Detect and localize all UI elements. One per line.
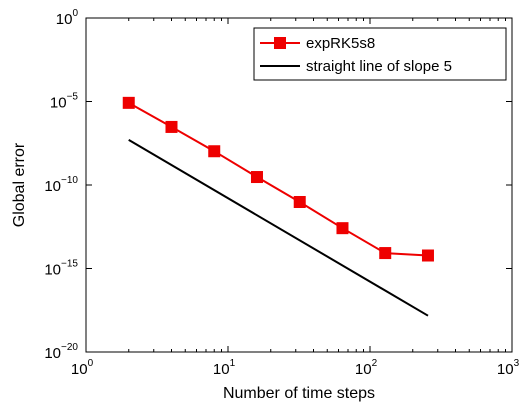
x-tick-label: 100 xyxy=(71,358,94,378)
y-tick-label: 10−15 xyxy=(44,259,78,279)
y-tick-label: 100 xyxy=(56,8,79,28)
series-layer xyxy=(122,96,434,317)
x-tick-label: 103 xyxy=(497,358,520,378)
x-tick-exponent: 3 xyxy=(514,358,520,369)
y-tick-exponent: −10 xyxy=(61,175,78,186)
legend-label: straight line of slope 5 xyxy=(306,58,452,75)
y-tick-label: 10−10 xyxy=(44,175,78,195)
x-axis-label: Number of time steps xyxy=(223,385,375,402)
series-point xyxy=(336,222,349,235)
legend-swatch-marker xyxy=(274,37,286,49)
series-line-1 xyxy=(128,139,429,317)
series-point xyxy=(208,145,221,158)
y-tick-label: 10−5 xyxy=(50,92,79,112)
y-tick-exponent: −5 xyxy=(67,92,79,103)
x-tick-label: 102 xyxy=(355,358,378,378)
x-tick-exponent: 0 xyxy=(88,358,94,369)
series-point xyxy=(293,195,306,208)
series-point xyxy=(122,96,135,109)
x-tick-exponent: 1 xyxy=(230,358,236,369)
legend-box xyxy=(253,27,507,81)
y-tick-label: 10−20 xyxy=(44,342,78,362)
series-point xyxy=(421,249,434,262)
y-tick-exponent: 0 xyxy=(72,8,78,19)
legend: expRK5s8 straight line of slope 5 xyxy=(253,27,507,81)
y-tick-exponent: −15 xyxy=(61,259,78,270)
series-point xyxy=(165,120,178,133)
y-axis-label: Global error xyxy=(11,142,28,227)
series-point xyxy=(379,247,392,260)
series-point xyxy=(250,171,263,184)
series-line-0 xyxy=(128,102,429,257)
y-tick-exponent: −20 xyxy=(61,342,78,353)
x-tick-exponent: 2 xyxy=(372,358,378,369)
plot-frame xyxy=(85,17,513,353)
x-tick-label: 101 xyxy=(213,358,236,378)
legend-label: expRK5s8 xyxy=(306,35,375,52)
